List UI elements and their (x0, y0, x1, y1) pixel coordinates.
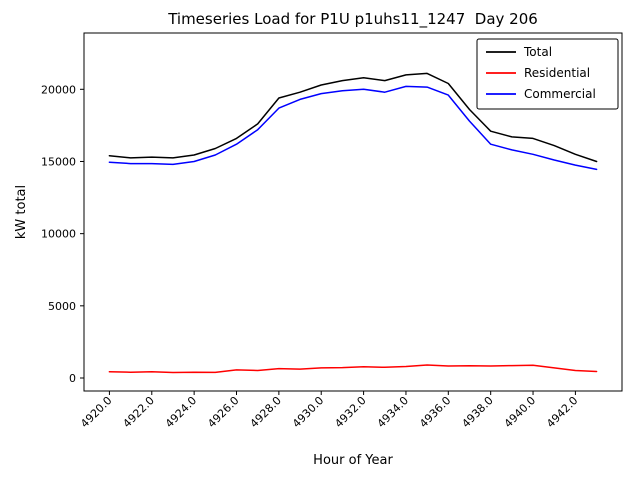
y-tick-label: 0 (69, 372, 76, 385)
x-tick-label: 4926.0 (205, 394, 241, 430)
x-tick-label: 4932.0 (332, 394, 368, 430)
x-tick-label: 4928.0 (248, 394, 284, 430)
series-line-total (108, 72, 598, 163)
x-tick-label: 4924.0 (163, 394, 199, 430)
series-lines (108, 72, 598, 374)
series-line-commercial (108, 85, 598, 171)
legend-label: Commercial (524, 87, 596, 101)
plot-border (83, 32, 623, 392)
legend-label: Residential (524, 66, 590, 80)
x-tick-label: 4930.0 (290, 394, 326, 430)
x-tick-label: 4922.0 (120, 394, 156, 430)
x-tick-label: 4942.0 (544, 394, 580, 430)
series-line-residential (108, 364, 598, 374)
x-tick-label: 4938.0 (459, 394, 495, 430)
y-tick-label: 20000 (41, 83, 76, 96)
y-axis-label: kW total (14, 185, 29, 239)
legend-box (476, 38, 619, 110)
x-tick-label: 4940.0 (502, 394, 538, 430)
chart-title: Timeseries Load for P1U p1uhs11_1247 Day… (167, 10, 538, 29)
x-tick-label: 4934.0 (375, 394, 411, 430)
y-tick-label: 15000 (41, 155, 76, 168)
x-tick-label: 4920.0 (78, 394, 114, 430)
y-tick-label: 10000 (41, 228, 76, 241)
legend-label: Total (523, 45, 552, 59)
x-axis-label: Hour of Year (313, 453, 393, 468)
legend: Total Residential Commercial (476, 38, 619, 110)
x-tick-label: 4936.0 (417, 394, 453, 430)
y-tick-label: 5000 (48, 300, 76, 313)
